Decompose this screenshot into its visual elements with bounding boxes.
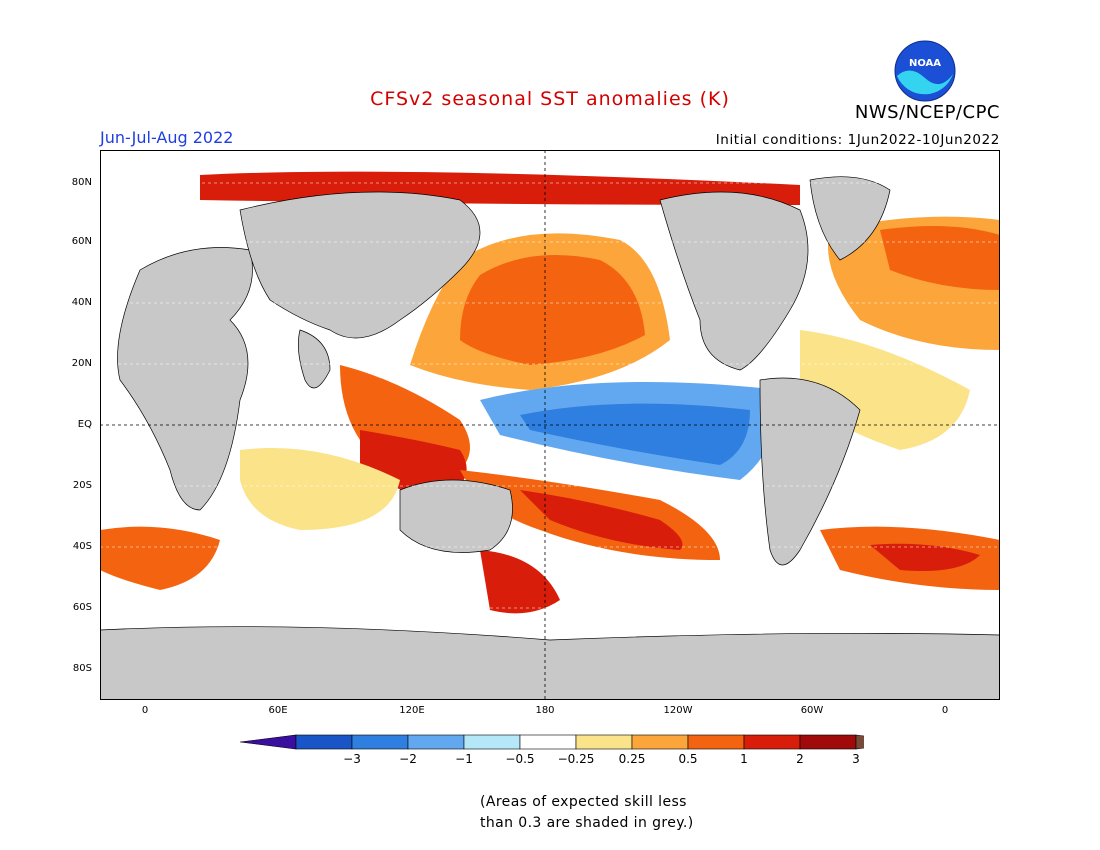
land-antarctica [100, 626, 1000, 700]
colorbar-segment [351, 734, 409, 750]
colorbar-tick-label: −0.5 [505, 752, 535, 766]
colorbar-arrow-low [239, 734, 297, 750]
colorbar-segment [743, 734, 801, 750]
colorbar-tick-label: 2 [796, 752, 804, 766]
indian-ocean-warm [240, 448, 400, 530]
sst-anomaly-map [100, 150, 1000, 700]
land-india [298, 329, 331, 389]
lon-label-60w: 60W [800, 705, 824, 716]
colorbar-tick-label: 3 [852, 752, 860, 766]
colorbar-tick-label: −3 [343, 752, 361, 766]
south-pacific-core [520, 490, 683, 550]
colorbar-segments [239, 734, 864, 750]
colorbar-tick-label: −0.25 [557, 752, 595, 766]
colorbar-segment [631, 734, 689, 750]
land-australia [399, 479, 513, 553]
southern-ocean-warm-atlantic [100, 526, 220, 590]
land-eurasia [239, 191, 481, 339]
southern-pacific-patch [480, 550, 560, 614]
footnote-line-2: than 0.3 are shaded in grey.) [480, 815, 694, 831]
colorbar-arrow-high [855, 734, 864, 750]
initial-conditions-label: Initial conditions: 1Jun2022-10Jun2022 [715, 132, 1000, 148]
colorbar-segment [799, 734, 857, 750]
colorbar-segment [687, 734, 745, 750]
colorbar-tick-label: 1 [740, 752, 748, 766]
lon-label-120e: 120E [399, 705, 425, 716]
footnote-line-1: (Areas of expected skill less [480, 794, 687, 810]
colorbar-segment [295, 734, 353, 750]
cold-tongue-core [520, 403, 750, 465]
colorbar-tick-label: −2 [399, 752, 417, 766]
land-greenland [809, 176, 891, 261]
noaa-logo: NOAA [894, 40, 956, 102]
colorbar-tick-label: 0.25 [618, 752, 646, 766]
season-label: Jun-Jul-Aug 2022 [100, 128, 234, 147]
lon-label-120w: 120W [663, 705, 693, 716]
agency-label: NWS/NCEP/CPC [854, 102, 1000, 123]
lat-label-eq: EQ [77, 419, 92, 430]
lat-label-40s: 40S [72, 541, 92, 552]
noaa-logo-text: NOAA [909, 58, 941, 69]
chart-title: CFSv2 seasonal SST anomalies (K) [370, 88, 730, 110]
colorbar [239, 734, 864, 750]
lon-label-0-east: 0 [941, 705, 949, 716]
colorbar-segment [407, 734, 465, 750]
lat-label-20s: 20S [72, 480, 92, 491]
colorbar-segment [463, 734, 521, 750]
land-masses [100, 176, 1000, 700]
lon-label-60e: 60E [268, 705, 288, 716]
lon-label-0: 0 [141, 705, 149, 716]
colorbar-segment [575, 734, 633, 750]
lat-label-80s: 80S [72, 663, 92, 674]
lat-label-40n: 40N [71, 297, 92, 308]
land-north-america [659, 191, 809, 371]
southern-ocean-red-east [870, 543, 980, 571]
grid-lines [100, 150, 1000, 700]
lat-label-60s: 60S [72, 602, 92, 613]
skill-footnote: (Areas of expected skill less than 0.3 a… [480, 792, 694, 834]
colorbar-segment [519, 734, 577, 750]
colorbar-tick-label: 0.5 [678, 752, 698, 766]
lon-label-180: 180 [535, 705, 555, 716]
colorbar-tick-label: −1 [455, 752, 473, 766]
lat-label-80n: 80N [71, 177, 92, 188]
lat-label-20n: 20N [71, 358, 92, 369]
lat-label-60n: 60N [71, 236, 92, 247]
hot-north-pacific [460, 255, 645, 365]
